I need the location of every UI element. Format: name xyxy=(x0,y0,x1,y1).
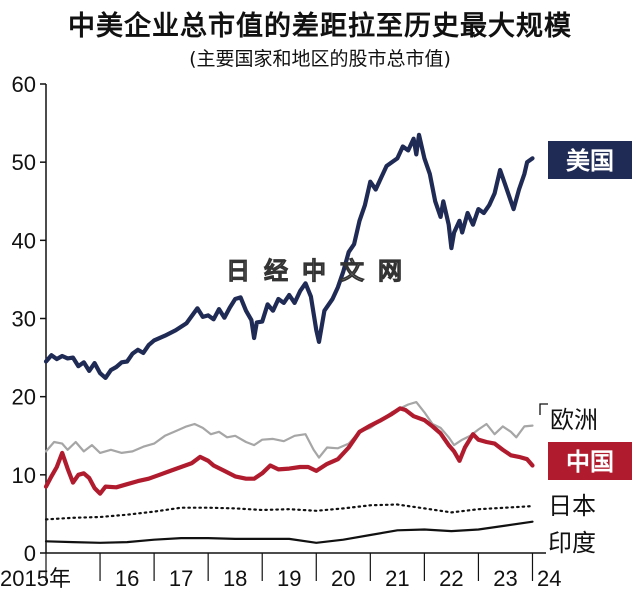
series-label-box-中国 xyxy=(548,442,632,480)
series-label-印度: 印度 xyxy=(548,529,596,557)
y-tick-label: 40 xyxy=(12,228,36,253)
x-tick-label: 23 xyxy=(493,566,517,591)
y-tick-label: 60 xyxy=(12,72,36,97)
series-label-日本: 日本 xyxy=(548,492,596,520)
x-tick-label: 21 xyxy=(385,566,409,591)
watermark-text: 日经中文网 xyxy=(226,257,416,285)
series-line-欧洲 xyxy=(44,401,534,459)
series-line-印度 xyxy=(44,520,534,544)
x-tick-label: 2015年 xyxy=(0,566,71,591)
x-tick-label: 24 xyxy=(537,566,561,591)
x-tick-label: 22 xyxy=(439,566,463,591)
y-tick-label: 0 xyxy=(24,541,36,566)
x-tick-label: 20 xyxy=(331,566,355,591)
europe-leader-line xyxy=(539,403,548,415)
series-label-美国: 美国 xyxy=(566,147,614,175)
series-label-中国: 中国 xyxy=(566,448,614,476)
chart-series-lines xyxy=(43,132,535,544)
x-tick-label: 16 xyxy=(115,566,139,591)
x-tick-label: 18 xyxy=(223,566,247,591)
series-line-日本 xyxy=(44,503,534,521)
y-tick-label: 10 xyxy=(12,463,36,488)
x-tick-label: 19 xyxy=(277,566,301,591)
y-tick-label: 20 xyxy=(12,385,36,410)
y-tick-label: 50 xyxy=(12,150,36,175)
series-label-box-美国 xyxy=(548,141,632,179)
chart-axes: 0 10 20 30 40 50 60 2015年 16 17 18 19 20 21 22 23 24 xyxy=(0,72,561,591)
y-tick-label: 30 xyxy=(12,307,36,332)
chart-subtitle: (主要国家和地区的股市总市值) xyxy=(189,48,451,70)
series-line-中国 xyxy=(43,406,535,496)
chart-title: 中美企业总市值的差距拉至历史最大规模 xyxy=(68,11,572,42)
series-line-美国 xyxy=(43,132,535,380)
series-label-欧洲: 欧洲 xyxy=(550,406,598,434)
x-tick-label: 17 xyxy=(169,566,193,591)
